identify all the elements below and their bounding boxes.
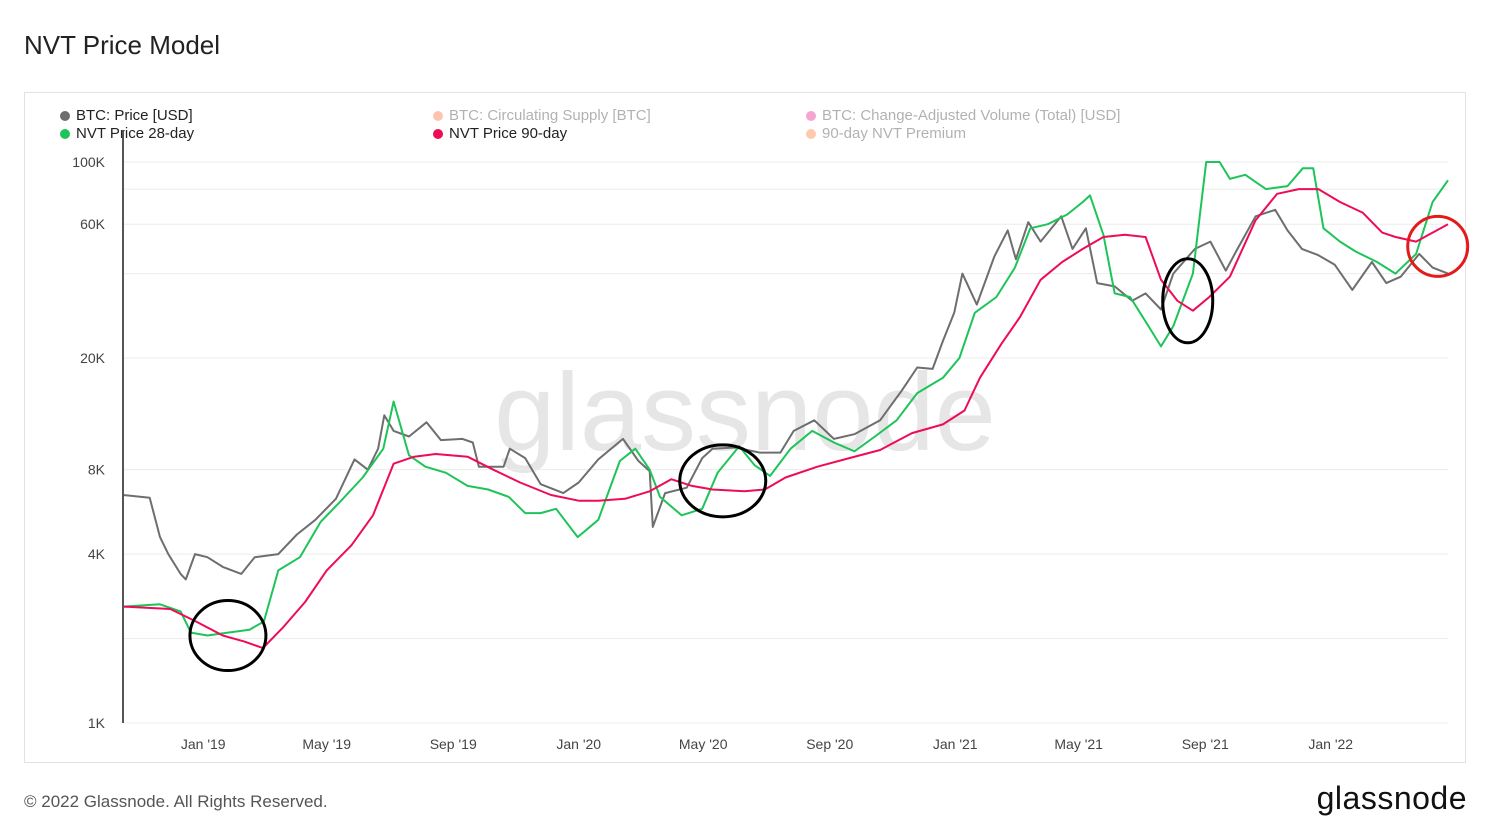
series-lines: [122, 161, 1449, 650]
y-tick-label: 100K: [72, 154, 105, 170]
series-line-nvt-price-28-day: [122, 161, 1449, 637]
x-tick-label: Sep '19: [430, 736, 477, 752]
legend-dot-icon: [806, 110, 816, 121]
legend-label: BTC: Circulating Supply [BTC]: [449, 107, 651, 124]
x-tick-label: May '20: [679, 736, 728, 752]
legend-item[interactable]: BTC: Change-Adjusted Volume (Total) [USD…: [806, 107, 1120, 124]
legend-label: BTC: Price [USD]: [76, 107, 193, 124]
legend-item[interactable]: NVT Price 28-day: [60, 125, 194, 142]
annotation-circle: [188, 599, 268, 673]
legend-item[interactable]: 90-day NVT Premium: [806, 125, 966, 142]
legend-item[interactable]: NVT Price 90-day: [433, 125, 567, 142]
legend-item[interactable]: BTC: Circulating Supply [BTC]: [433, 107, 651, 124]
annotations: [188, 214, 1470, 673]
y-tick-label: 8K: [88, 462, 106, 478]
x-tick-label: Sep '21: [1182, 736, 1229, 752]
series-line-btc-price-usd: [122, 208, 1449, 581]
annotation-circle: [1406, 214, 1470, 278]
legend-label: NVT Price 90-day: [449, 125, 568, 142]
x-axis-labels: Jan '19 May '19 Sep '19 Jan '20 May '20 Sep '…: [181, 736, 1353, 752]
legend-dot-icon: [433, 110, 443, 121]
copyright-notice: © 2022 Glassnode. All Rights Reserved.: [24, 792, 328, 811]
x-tick-label: Sep '20: [806, 736, 853, 752]
chart-legend: BTC: Price [USD] BTC: Circulating Supply …: [60, 107, 1160, 147]
legend-label: NVT Price 28-day: [76, 125, 195, 142]
annotation-circle: [1161, 257, 1215, 345]
glassnode-logo[interactable]: glassnode: [1316, 780, 1467, 816]
legend-label: 90-day NVT Premium: [822, 125, 966, 142]
legend-label: BTC: Change-Adjusted Volume (Total) [USD…: [822, 107, 1121, 124]
y-tick-label: 60K: [80, 216, 106, 232]
gridlines: [123, 161, 1448, 724]
x-tick-label: Jan '19: [181, 736, 226, 752]
series-line-nvt-price-90-day: [122, 188, 1449, 650]
y-tick-label: 20K: [80, 350, 106, 366]
x-tick-label: May '21: [1054, 736, 1103, 752]
x-tick-label: Jan '20: [556, 736, 601, 752]
y-tick-label: 1K: [88, 715, 106, 731]
legend-dot-icon: [806, 128, 816, 139]
annotation-circle: [678, 443, 768, 519]
x-tick-label: Jan '21: [933, 736, 978, 752]
chart-panel: [24, 92, 1466, 763]
y-tick-label: 4K: [88, 546, 106, 562]
legend-dot-icon: [60, 128, 70, 139]
watermark: glassnode: [494, 351, 996, 474]
y-axis-labels: 1K 4K 8K 20K 60K 100K: [72, 154, 105, 731]
x-tick-label: May '19: [302, 736, 351, 752]
legend-item[interactable]: BTC: Price [USD]: [60, 107, 193, 124]
legend-dot-icon: [60, 110, 70, 121]
legend-dot-icon: [433, 128, 443, 139]
x-tick-label: Jan '22: [1308, 736, 1353, 752]
page-title: NVT Price Model: [24, 30, 221, 60]
